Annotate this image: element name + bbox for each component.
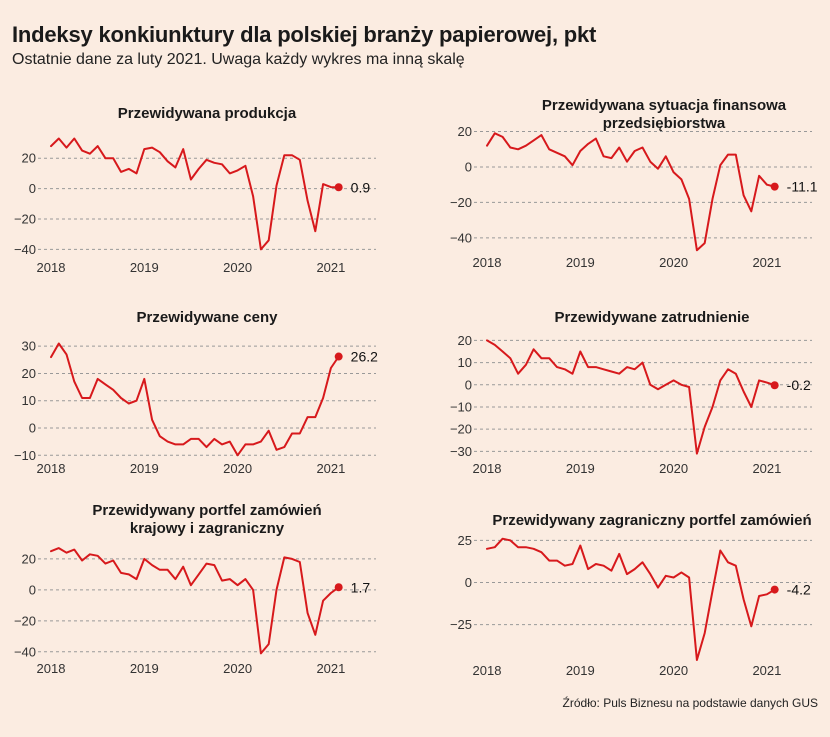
chart-6-last-point [770,585,779,594]
chart-1-y-tick-label: −40 [14,242,36,257]
chart-6-y-tick-label: 25 [458,533,472,548]
chart-6-y-tick-label: 0 [465,575,472,590]
chart-3-y-tick-label: 10 [22,393,36,408]
chart-5-y-tick-label: 20 [22,551,36,566]
chart-2-x-tick-label: 2021 [752,255,781,270]
chart-3-y-tick-label: −10 [14,448,36,463]
source-note: Źródło: Puls Biznesu na podstawie danych… [562,696,818,710]
chart-3-end-label: 26.2 [351,349,378,365]
chart-6-x-tick-label: 2018 [473,663,502,678]
chart-1-y-tick-label: −20 [14,212,36,227]
chart-6-x-tick-label: 2019 [566,663,595,678]
chart-4-last-point [770,381,779,390]
chart-2-last-point [770,182,779,191]
chart-2-y-tick-label: 0 [465,159,472,174]
chart-5-last-point [334,583,343,592]
chart-2-title-line-1: Przewidywana sytuacja finansowa [542,97,787,114]
chart-4-series-line [486,339,776,455]
chart-4-x-tick-label: 2021 [752,461,781,476]
chart-1-title-line-1: Przewidywana produkcja [118,105,297,122]
chart-5-y-tick-label: −20 [14,613,36,628]
chart-1-x-tick-label: 2018 [37,260,66,275]
chart-5-title-line-2: krajowy i zagraniczny [130,520,285,537]
chart-3-x-tick-label: 2020 [223,461,252,476]
chart-1-x-tick-label: 2020 [223,260,252,275]
page-subtitle: Ostatnie dane za luty 2021. Uwaga każdy … [12,51,465,68]
chart-6-x-tick-label: 2021 [752,663,781,678]
chart-6-x-tick-label: 2020 [659,663,688,678]
chart-5-x-tick-label: 2019 [130,661,159,676]
chart-3-x-tick-label: 2019 [130,461,159,476]
chart-2-x-tick-label: 2020 [659,255,688,270]
chart-3-series-line [50,342,340,457]
chart-6-series-line [486,537,776,661]
chart-3-y-tick-label: 0 [29,421,36,436]
chart-5-y-tick-label: −40 [14,644,36,659]
chart-1-end-label: 0.9 [351,179,371,195]
chart-5-x-tick-label: 2018 [37,661,66,676]
chart-1-y-tick-label: 20 [22,151,36,166]
chart-1-y-tick-label: 0 [29,181,36,196]
chart-4-y-tick-label: −20 [450,422,472,437]
chart-3-last-point [334,352,343,361]
chart-2-x-tick-label: 2018 [473,255,502,270]
chart-1-x-tick-label: 2021 [316,260,345,275]
chart-4-x-tick-label: 2019 [566,461,595,476]
chart-4-y-tick-label: −10 [450,399,472,414]
chart-2-series-line [486,132,776,252]
chart-2-end-label: -11.1 [787,179,818,195]
chart-4-y-tick-label: −30 [450,444,472,459]
chart-3-title-line-1: Przewidywane ceny [137,309,279,326]
chart-2-x-tick-label: 2019 [566,255,595,270]
chart-3-y-tick-label: 30 [22,339,36,354]
chart-5-x-tick-label: 2021 [316,661,345,676]
chart-2-title-line-2: przedsiębiorstwa [603,115,726,132]
chart-5-end-label: 1.7 [351,579,371,595]
chart-4-y-tick-label: 0 [465,377,472,392]
chart-3-x-tick-label: 2021 [316,461,345,476]
chart-1-last-point [334,183,343,192]
chart-1-x-tick-label: 2019 [130,260,159,275]
page-title: Indeksy konkiunktury dla polskiej branży… [12,22,597,47]
chart-4-y-tick-label: 20 [458,333,472,348]
chart-5-x-tick-label: 2020 [223,661,252,676]
chart-3-y-tick-label: 20 [22,366,36,381]
chart-1-series-line [50,137,340,251]
chart-2-y-tick-label: −20 [450,195,472,210]
chart-4-x-tick-label: 2020 [659,461,688,476]
chart-3-x-tick-label: 2018 [37,461,66,476]
chart-6-title-line-1: Przewidywany zagraniczny portfel zamówie… [492,512,811,529]
chart-6-end-label: -4.2 [787,582,811,598]
chart-5-series-line [50,547,340,655]
chart-2-y-tick-label: −40 [450,230,472,245]
chart-5-title-line-1: Przewidywany portfel zamówień [92,502,321,519]
chart-2-y-tick-label: 20 [458,124,472,139]
chart-4-x-tick-label: 2018 [473,461,502,476]
chart-4-title-line-1: Przewidywane zatrudnienie [554,309,749,326]
chart-4-y-tick-label: 10 [458,355,472,370]
chart-5-y-tick-label: 0 [29,582,36,597]
chart-6-y-tick-label: −25 [450,617,472,632]
chart-4-end-label: -0.2 [787,377,811,393]
